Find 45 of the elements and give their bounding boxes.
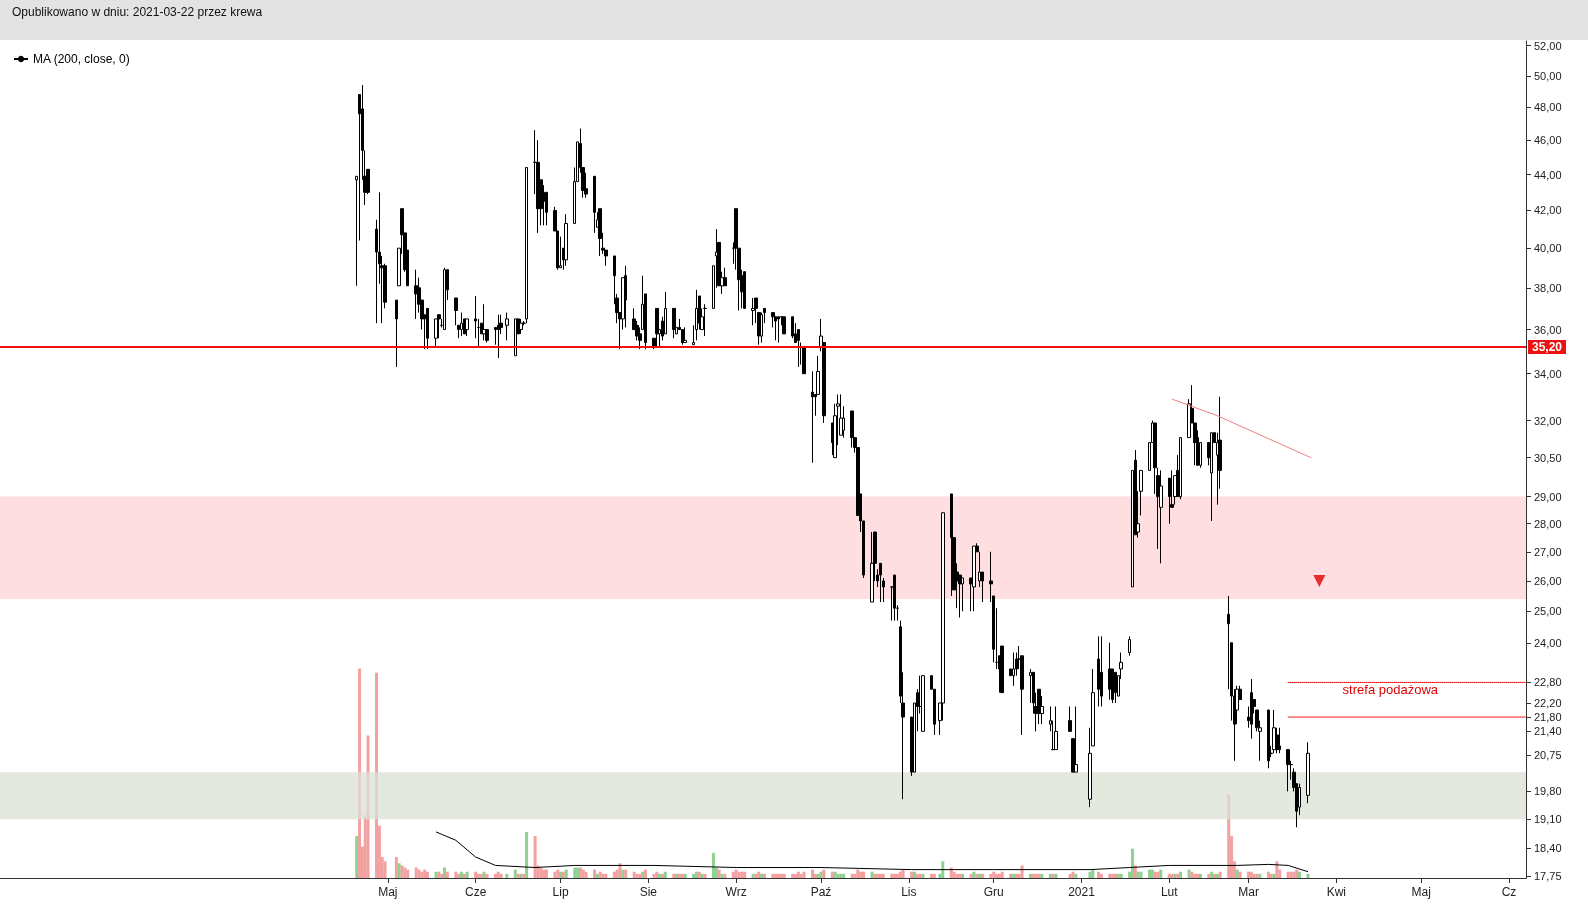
y-tick-label: 28,00 (1534, 517, 1562, 530)
y-tick-label: 24,00 (1534, 636, 1562, 649)
y-tick-label: 25,00 (1534, 605, 1562, 618)
y-tick-label: 17,75 (1534, 869, 1562, 882)
y-tick-label: 32,00 (1534, 414, 1562, 427)
y-tick-label: 40,00 (1534, 242, 1562, 255)
x-tick-label: Lip (552, 885, 569, 899)
annotation: strefa podażowa (1342, 682, 1439, 697)
y-tick-label: 18,40 (1534, 842, 1562, 855)
y-tick-label: 22,80 (1534, 676, 1562, 689)
x-tick-label: Wrz (725, 885, 747, 899)
y-tick-label: 29,00 (1534, 490, 1562, 503)
y-tick-label: 19,80 (1534, 785, 1562, 798)
y-tick-label: 48,00 (1534, 101, 1562, 114)
legend-label: MA (200, close, 0) (33, 52, 130, 66)
x-tick-label: Lis (901, 885, 917, 899)
y-tick-label: 44,00 (1534, 168, 1562, 181)
x-tick-label: 2021 (1068, 885, 1096, 899)
y-tick-label: 20,75 (1534, 749, 1562, 762)
x-tick-label: Gru (983, 885, 1004, 899)
y-tick-label: 30,50 (1534, 451, 1562, 464)
y-tick-label: 52,00 (1534, 39, 1562, 52)
x-tick-label: Cz (1501, 885, 1517, 899)
x-tick-label: Maj (378, 885, 398, 899)
y-tick-label: 22,20 (1534, 697, 1562, 710)
x-tick-label: Lut (1160, 885, 1179, 899)
x-tick-label: Paź (810, 885, 832, 899)
y-tick-label: 34,00 (1534, 367, 1562, 380)
x-tick-label: Mar (1238, 885, 1259, 899)
y-tick-label: 27,00 (1534, 545, 1562, 558)
x-tick-label: Kwi (1326, 885, 1346, 899)
x-tick-label: Sie (639, 885, 658, 899)
y-tick-label: 38,00 (1534, 281, 1562, 294)
y-tick-label: 50,00 (1534, 69, 1562, 82)
y-tick-label: 21,40 (1534, 725, 1562, 738)
x-tick-label: Maj (1411, 885, 1431, 899)
y-tick-label: 26,00 (1534, 574, 1562, 587)
ref-line-label: 35,20 (1532, 339, 1563, 354)
y-tick-label: 42,00 (1534, 204, 1562, 217)
y-tick-label: 36,00 (1534, 323, 1562, 336)
x-tick-label: Cze (464, 885, 487, 899)
y-tick-label: 19,10 (1534, 813, 1562, 826)
y-tick-label: 21,80 (1534, 711, 1562, 724)
chart-title: Opublikowano w dniu: 2021-03-22 przez krewa (12, 5, 263, 19)
y-tick-label: 46,00 (1534, 134, 1562, 147)
